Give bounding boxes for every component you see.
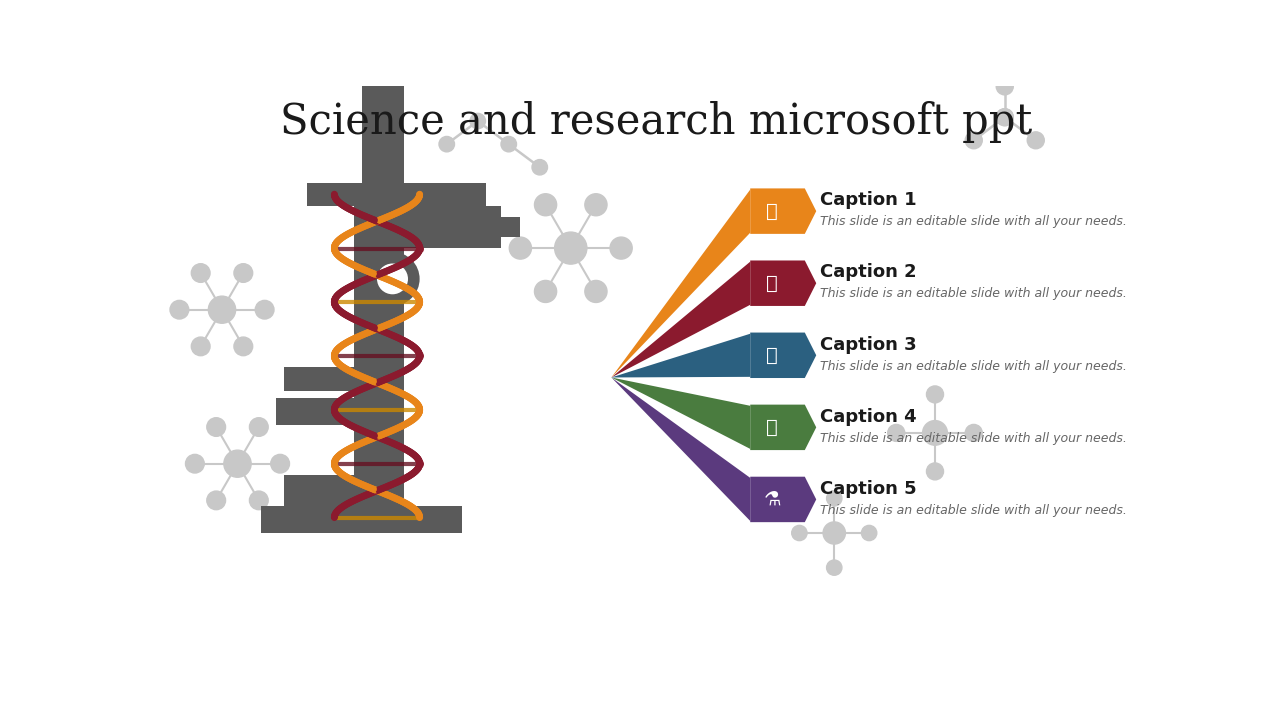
Text: This slide is an editable slide with all your needs.: This slide is an editable slide with all… bbox=[819, 287, 1126, 300]
Circle shape bbox=[378, 264, 408, 294]
Text: ⚗: ⚗ bbox=[763, 490, 781, 509]
Circle shape bbox=[207, 491, 225, 510]
Circle shape bbox=[996, 78, 1014, 95]
Text: This slide is an editable slide with all your needs.: This slide is an editable slide with all… bbox=[819, 215, 1126, 228]
Polygon shape bbox=[261, 506, 462, 533]
Bar bbox=[361, 83, 404, 183]
Text: Caption 1: Caption 1 bbox=[819, 192, 916, 210]
Polygon shape bbox=[750, 189, 817, 234]
Circle shape bbox=[965, 424, 982, 441]
Circle shape bbox=[207, 418, 225, 436]
Circle shape bbox=[823, 522, 845, 544]
Polygon shape bbox=[261, 506, 323, 533]
Circle shape bbox=[965, 132, 982, 149]
Circle shape bbox=[535, 194, 557, 216]
Circle shape bbox=[927, 386, 943, 403]
Circle shape bbox=[250, 418, 269, 436]
Polygon shape bbox=[307, 183, 485, 206]
Circle shape bbox=[470, 113, 485, 129]
Bar bbox=[352, 69, 415, 86]
Circle shape bbox=[996, 109, 1014, 126]
Polygon shape bbox=[612, 189, 750, 377]
Circle shape bbox=[255, 300, 274, 319]
Text: Caption 4: Caption 4 bbox=[819, 408, 916, 426]
Circle shape bbox=[827, 560, 842, 575]
Circle shape bbox=[1028, 132, 1044, 149]
Circle shape bbox=[191, 264, 210, 282]
Text: This slide is an editable slide with all your needs.: This slide is an editable slide with all… bbox=[819, 504, 1126, 517]
Circle shape bbox=[532, 160, 548, 175]
Text: This slide is an editable slide with all your needs.: This slide is an editable slide with all… bbox=[819, 431, 1126, 445]
Circle shape bbox=[209, 296, 236, 323]
Text: 🧫: 🧫 bbox=[767, 346, 778, 365]
Text: 🔬: 🔬 bbox=[767, 202, 778, 220]
Circle shape bbox=[509, 237, 531, 259]
Circle shape bbox=[585, 194, 607, 216]
Circle shape bbox=[888, 424, 905, 441]
Polygon shape bbox=[612, 261, 750, 377]
Circle shape bbox=[271, 454, 289, 473]
Circle shape bbox=[250, 491, 269, 510]
Polygon shape bbox=[612, 377, 750, 521]
Circle shape bbox=[927, 463, 943, 480]
Text: Caption 5: Caption 5 bbox=[819, 480, 916, 498]
Text: 🧪: 🧪 bbox=[767, 274, 778, 293]
Polygon shape bbox=[612, 334, 750, 377]
Circle shape bbox=[170, 300, 188, 319]
Polygon shape bbox=[750, 261, 817, 306]
Polygon shape bbox=[612, 377, 750, 449]
Polygon shape bbox=[750, 405, 817, 450]
Text: Science and research microsoft ppt: Science and research microsoft ppt bbox=[280, 102, 1032, 143]
Text: 🔭: 🔭 bbox=[767, 418, 778, 437]
Polygon shape bbox=[284, 367, 404, 390]
Circle shape bbox=[792, 526, 808, 541]
Circle shape bbox=[827, 491, 842, 506]
Circle shape bbox=[439, 137, 454, 152]
Circle shape bbox=[500, 137, 517, 152]
Polygon shape bbox=[276, 398, 404, 426]
Bar bbox=[353, 183, 404, 506]
Circle shape bbox=[186, 454, 205, 473]
Circle shape bbox=[861, 526, 877, 541]
Circle shape bbox=[234, 264, 252, 282]
Circle shape bbox=[535, 280, 557, 302]
Circle shape bbox=[191, 337, 210, 356]
Polygon shape bbox=[485, 217, 521, 237]
Circle shape bbox=[224, 450, 251, 477]
Circle shape bbox=[923, 420, 947, 445]
Text: This slide is an editable slide with all your needs.: This slide is an editable slide with all… bbox=[819, 359, 1126, 372]
Circle shape bbox=[234, 337, 252, 356]
Circle shape bbox=[585, 280, 607, 302]
Circle shape bbox=[365, 252, 420, 306]
Polygon shape bbox=[284, 475, 404, 506]
Circle shape bbox=[996, 109, 1014, 126]
Polygon shape bbox=[750, 477, 817, 522]
Circle shape bbox=[611, 237, 632, 259]
Text: Caption 3: Caption 3 bbox=[819, 336, 916, 354]
Circle shape bbox=[554, 232, 586, 264]
Text: Caption 2: Caption 2 bbox=[819, 264, 916, 282]
Polygon shape bbox=[750, 333, 817, 378]
Polygon shape bbox=[403, 206, 500, 248]
